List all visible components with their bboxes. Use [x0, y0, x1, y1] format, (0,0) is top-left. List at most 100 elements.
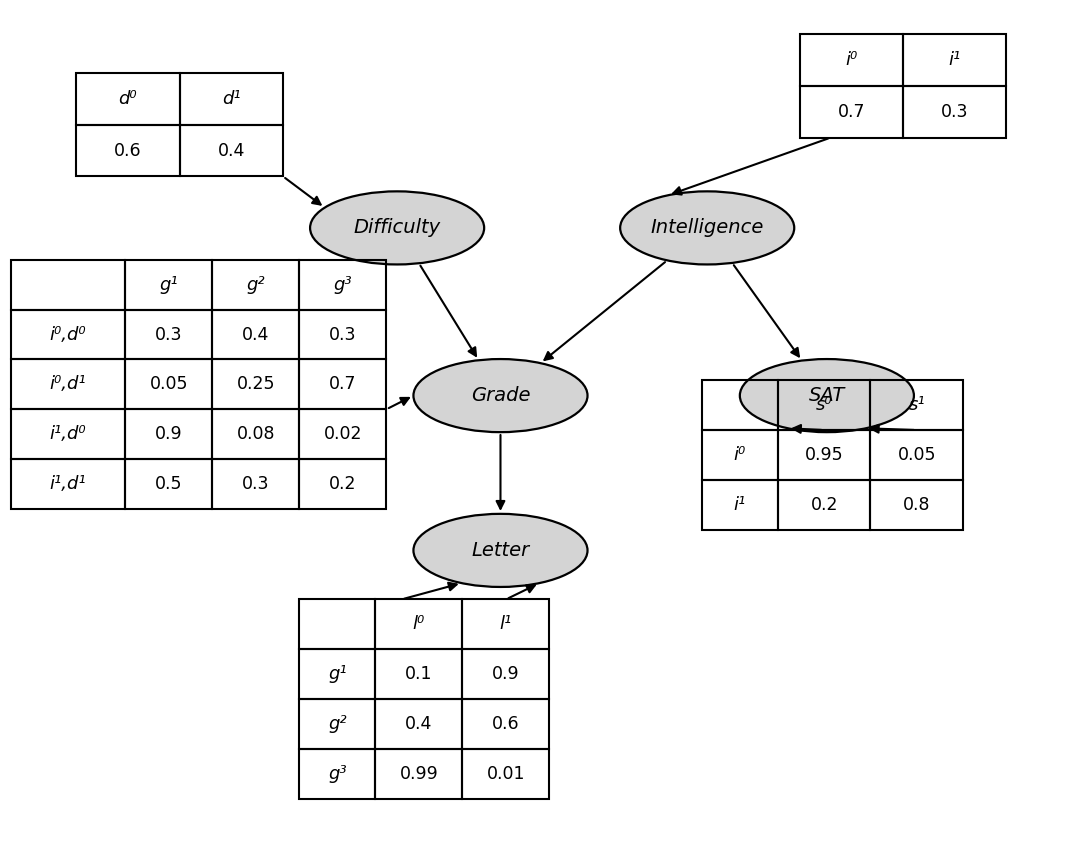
Bar: [180, 125, 283, 176]
Text: i⁰,d⁰: i⁰,d⁰: [50, 326, 86, 343]
Bar: [870, 430, 963, 480]
Ellipse shape: [413, 359, 588, 432]
Bar: [212, 310, 299, 359]
Bar: [299, 459, 386, 509]
Bar: [462, 699, 549, 749]
Text: 0.9: 0.9: [492, 666, 520, 683]
Text: g²: g²: [246, 276, 265, 293]
Text: g³: g³: [333, 276, 353, 293]
Text: SAT: SAT: [808, 386, 845, 405]
Bar: [76, 125, 180, 176]
Bar: [462, 599, 549, 649]
Text: 0.6: 0.6: [492, 716, 520, 733]
Text: s⁰: s⁰: [816, 396, 832, 414]
Bar: [212, 260, 299, 310]
Bar: [375, 599, 462, 649]
Bar: [375, 699, 462, 749]
Bar: [870, 480, 963, 530]
Text: i⁰,d¹: i⁰,d¹: [50, 376, 86, 393]
Bar: [299, 749, 375, 799]
Text: 0.99: 0.99: [399, 765, 438, 783]
Bar: [375, 649, 462, 699]
Bar: [11, 409, 125, 459]
Text: 0.05: 0.05: [898, 446, 936, 464]
Bar: [778, 380, 870, 430]
Ellipse shape: [413, 513, 588, 587]
Bar: [778, 480, 870, 530]
Text: 0.3: 0.3: [242, 476, 270, 493]
Bar: [903, 86, 1006, 138]
Text: 0.4: 0.4: [242, 326, 270, 343]
Bar: [299, 310, 386, 359]
Text: 0.1: 0.1: [405, 666, 433, 683]
Text: 0.7: 0.7: [838, 103, 865, 120]
Bar: [212, 359, 299, 409]
Text: 0.2: 0.2: [329, 476, 357, 493]
Text: i⁰: i⁰: [845, 52, 857, 69]
Text: d⁰: d⁰: [119, 90, 137, 108]
Bar: [462, 749, 549, 799]
Bar: [212, 409, 299, 459]
Text: i¹: i¹: [733, 496, 746, 513]
Bar: [125, 359, 212, 409]
Text: i¹,d⁰: i¹,d⁰: [50, 426, 86, 443]
Bar: [299, 649, 375, 699]
Text: 0.01: 0.01: [486, 765, 526, 783]
Bar: [299, 359, 386, 409]
Bar: [11, 310, 125, 359]
Bar: [375, 749, 462, 799]
Bar: [125, 459, 212, 509]
Text: l¹: l¹: [499, 616, 512, 633]
Text: g¹: g¹: [159, 276, 178, 293]
Text: 0.05: 0.05: [149, 376, 188, 393]
Text: i¹: i¹: [949, 52, 961, 69]
Text: 0.5: 0.5: [154, 476, 183, 493]
Text: l⁰: l⁰: [412, 616, 425, 633]
Bar: [125, 409, 212, 459]
Text: 0.08: 0.08: [236, 426, 275, 443]
Bar: [702, 480, 778, 530]
Bar: [800, 34, 903, 86]
Text: 0.3: 0.3: [941, 103, 968, 120]
Bar: [212, 459, 299, 509]
Bar: [299, 260, 386, 310]
Bar: [800, 86, 903, 138]
Text: g¹: g¹: [327, 666, 347, 683]
Text: 0.2: 0.2: [811, 496, 838, 513]
Bar: [702, 380, 778, 430]
Bar: [299, 409, 386, 459]
Text: 0.7: 0.7: [329, 376, 357, 393]
Text: 0.02: 0.02: [323, 426, 362, 443]
Bar: [870, 380, 963, 430]
Bar: [299, 599, 375, 649]
Bar: [11, 359, 125, 409]
Text: 0.3: 0.3: [154, 326, 183, 343]
Bar: [11, 260, 125, 310]
Bar: [76, 73, 180, 125]
Text: 0.8: 0.8: [903, 496, 930, 513]
Ellipse shape: [620, 191, 794, 264]
Text: 0.4: 0.4: [405, 716, 433, 733]
Text: i⁰: i⁰: [733, 446, 746, 464]
Bar: [778, 430, 870, 480]
Ellipse shape: [310, 191, 484, 264]
Text: Intelligence: Intelligence: [651, 218, 764, 237]
Text: 0.25: 0.25: [236, 376, 275, 393]
Text: g²: g²: [327, 716, 347, 733]
Text: 0.3: 0.3: [329, 326, 357, 343]
Bar: [702, 430, 778, 480]
Ellipse shape: [740, 359, 914, 432]
Text: Difficulty: Difficulty: [354, 218, 441, 237]
Bar: [125, 260, 212, 310]
Text: d¹: d¹: [222, 90, 240, 108]
Text: Grade: Grade: [471, 386, 530, 405]
Text: i¹,d¹: i¹,d¹: [50, 476, 86, 493]
Bar: [299, 699, 375, 749]
Text: 0.4: 0.4: [218, 142, 245, 159]
Text: 0.95: 0.95: [805, 446, 843, 464]
Bar: [462, 649, 549, 699]
Text: Letter: Letter: [471, 541, 530, 560]
Text: g³: g³: [327, 765, 347, 783]
Text: 0.6: 0.6: [114, 142, 141, 159]
Text: s¹: s¹: [908, 396, 925, 414]
